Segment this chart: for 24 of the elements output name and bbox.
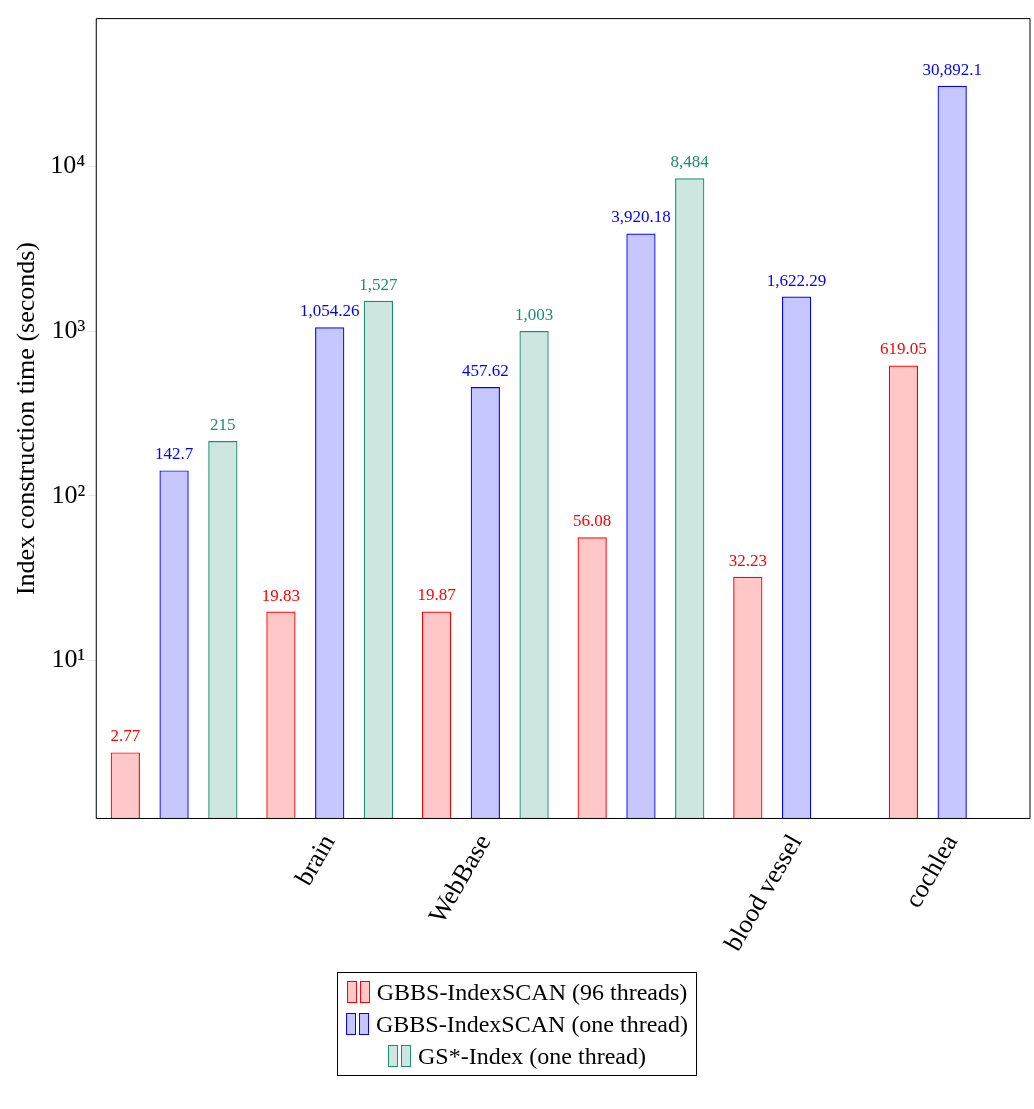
data-label: 1,527 xyxy=(359,274,399,294)
data-label: 32.23 xyxy=(728,550,767,570)
data-label: 3,920.18 xyxy=(611,207,671,227)
data-label: 30,892.1 xyxy=(922,59,982,79)
data-label: 619.05 xyxy=(880,339,927,359)
data-label: 8,484 xyxy=(670,152,710,172)
legend-label: GS*-Index (one thread) xyxy=(418,1042,646,1071)
data-label: 1,054.26 xyxy=(299,301,360,321)
data-label: 215 xyxy=(210,415,236,435)
y-axis-title: Index construction time (seconds) xyxy=(11,241,41,596)
y-tick-label: 10² xyxy=(51,479,86,509)
legend-label: GBBS-IndexSCAN (96 threads) xyxy=(376,978,688,1007)
data-label: 142.7 xyxy=(154,444,194,464)
legend-label: GBBS-IndexSCAN (one thread) xyxy=(376,1010,688,1039)
data-label: 457.62 xyxy=(461,361,509,381)
data-label: 2.77 xyxy=(110,726,141,746)
y-tick-label: 10¹ xyxy=(51,644,86,674)
data-label: 1,622.29 xyxy=(766,270,827,290)
data-label: 19.83 xyxy=(261,585,301,605)
y-tick-label: 10³ xyxy=(51,314,86,344)
data-label: 1,003 xyxy=(514,304,554,324)
data-label: 56.08 xyxy=(573,511,612,531)
data-label: 19.87 xyxy=(417,585,457,605)
y-tick-label: 10⁴ xyxy=(50,150,86,180)
